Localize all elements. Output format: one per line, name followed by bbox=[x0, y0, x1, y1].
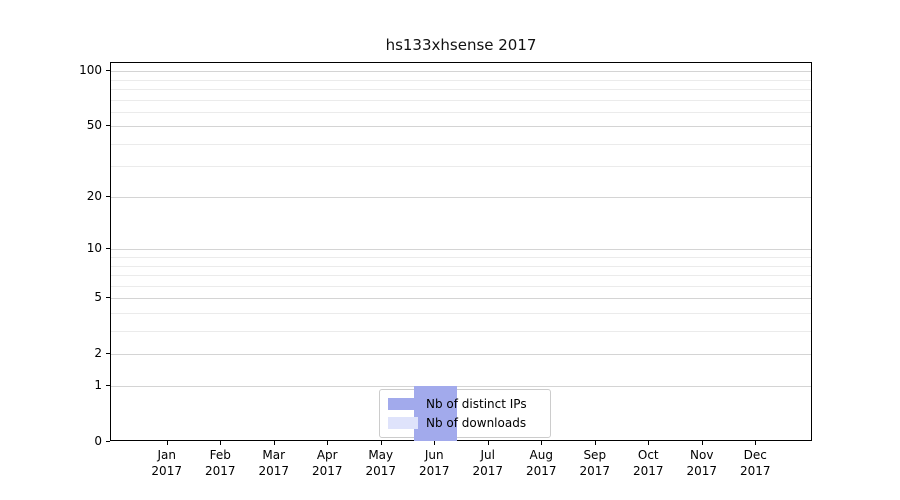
gridline-minor bbox=[111, 274, 811, 276]
x-tick-year: 2017 bbox=[579, 464, 611, 478]
legend-item: Nb of distinct IPs bbox=[388, 397, 542, 411]
legend-swatch-icon bbox=[388, 398, 418, 410]
x-tick-label: May 2017 bbox=[351, 447, 411, 479]
legend-item: Nb of downloads bbox=[388, 416, 542, 430]
gridline-major bbox=[111, 126, 811, 128]
x-tick-label: Aug 2017 bbox=[511, 447, 571, 479]
x-tick-year: 2017 bbox=[258, 464, 289, 478]
bar-jun bbox=[413, 386, 457, 441]
x-tick-month: May bbox=[368, 448, 394, 462]
y-tickmark bbox=[106, 248, 110, 250]
legend-label: Nb of downloads bbox=[426, 416, 527, 430]
gridline-minor bbox=[111, 265, 811, 267]
x-tickmark bbox=[434, 441, 436, 445]
gridline-major bbox=[111, 353, 811, 355]
x-tickmark bbox=[648, 441, 650, 445]
x-tick-month: Apr bbox=[316, 448, 338, 462]
x-tickmark bbox=[755, 441, 757, 445]
gridline-minor bbox=[111, 111, 811, 113]
x-tick-label: Jun 2017 bbox=[404, 447, 464, 479]
y-tickmark bbox=[106, 385, 110, 387]
y-tick-label: 5 bbox=[94, 290, 102, 305]
gridline-minor bbox=[111, 89, 811, 91]
x-tick-year: 2017 bbox=[740, 464, 771, 478]
x-tick-month: Sep bbox=[583, 448, 607, 462]
y-tick-label: 20 bbox=[86, 189, 102, 204]
x-tickmark bbox=[166, 441, 168, 445]
legend: Nb of distinct IPs Nb of downloads bbox=[379, 389, 551, 438]
x-tick-label: Feb 2017 bbox=[190, 447, 250, 479]
gridline-minor bbox=[111, 99, 811, 101]
x-tickmark bbox=[594, 441, 596, 445]
bars-layer bbox=[111, 63, 811, 441]
y-tickmark bbox=[106, 352, 110, 354]
gridline-major bbox=[111, 386, 811, 388]
x-tick-label: Jul 2017 bbox=[458, 447, 518, 479]
y-tick-label: 1 bbox=[94, 378, 102, 393]
y-tick-label: 0 bbox=[94, 434, 102, 448]
x-tick-label: Jan 2017 bbox=[137, 447, 197, 479]
x-tickmark bbox=[701, 441, 703, 445]
x-tick-label: Oct 2017 bbox=[618, 447, 678, 479]
x-tick-year: 2017 bbox=[151, 464, 182, 478]
x-tick-label: Mar 2017 bbox=[244, 447, 304, 479]
x-tickmark bbox=[220, 441, 222, 445]
y-tickmark bbox=[106, 125, 110, 127]
x-tick-year: 2017 bbox=[472, 464, 504, 478]
x-tickmark bbox=[327, 441, 329, 445]
x-tick-label: Dec 2017 bbox=[725, 447, 785, 479]
gridline-minor bbox=[111, 330, 811, 332]
y-tick-label: 50 bbox=[86, 118, 102, 133]
y-tickmark bbox=[106, 441, 110, 442]
x-tick-year: 2017 bbox=[365, 464, 396, 478]
y-tickmark bbox=[106, 70, 110, 72]
y-tick-label: 100 bbox=[79, 63, 102, 78]
x-tick-month: Feb bbox=[209, 448, 231, 462]
x-tick-year: 2017 bbox=[632, 464, 664, 478]
x-tickmark bbox=[273, 441, 275, 445]
x-tick-label: Apr 2017 bbox=[297, 447, 357, 479]
y-tickmark bbox=[106, 297, 110, 299]
x-tick-month: Jan bbox=[157, 448, 176, 462]
x-tickmark bbox=[541, 441, 543, 445]
legend-label: Nb of distinct IPs bbox=[426, 397, 527, 411]
x-tick-year: 2017 bbox=[418, 464, 450, 478]
gridline-minor bbox=[111, 257, 811, 259]
x-tick-month: Aug bbox=[529, 448, 553, 462]
chart-title: hs133xhsense 2017 bbox=[385, 36, 537, 54]
gridline-major bbox=[111, 249, 811, 251]
x-tick-month: Nov bbox=[690, 448, 714, 462]
x-tick-month: Oct bbox=[637, 448, 659, 462]
gridline-minor bbox=[111, 143, 811, 145]
y-tick-label: 10 bbox=[86, 241, 102, 256]
y-tickmark bbox=[106, 196, 110, 198]
x-tick-month: Jul bbox=[480, 448, 495, 462]
x-tick-year: 2017 bbox=[204, 464, 236, 478]
x-tick-month: Dec bbox=[743, 448, 767, 462]
gridline-major bbox=[111, 298, 811, 300]
x-tick-year: 2017 bbox=[311, 464, 343, 478]
x-tick-month: Mar bbox=[262, 448, 286, 462]
x-tick-label: Nov 2017 bbox=[672, 447, 732, 479]
gridline-major bbox=[111, 71, 811, 73]
y-tick-label: 2 bbox=[94, 345, 102, 360]
gridline-minor bbox=[111, 285, 811, 287]
x-tick-year: 2017 bbox=[686, 464, 718, 478]
x-tick-label: Sep 2017 bbox=[565, 447, 625, 479]
x-tickmark bbox=[487, 441, 489, 445]
x-tickmark bbox=[380, 441, 382, 445]
gridline-minor bbox=[111, 312, 811, 314]
plot-area: Nb of distinct IPs Nb of downloads bbox=[110, 62, 812, 441]
gridline-minor bbox=[111, 166, 811, 168]
legend-box bbox=[379, 389, 551, 438]
legend-swatch-icon bbox=[388, 417, 418, 429]
x-tick-month: Jun bbox=[424, 448, 444, 462]
gridline-minor bbox=[111, 79, 811, 81]
gridline-major bbox=[111, 197, 811, 199]
x-tick-year: 2017 bbox=[525, 464, 557, 478]
